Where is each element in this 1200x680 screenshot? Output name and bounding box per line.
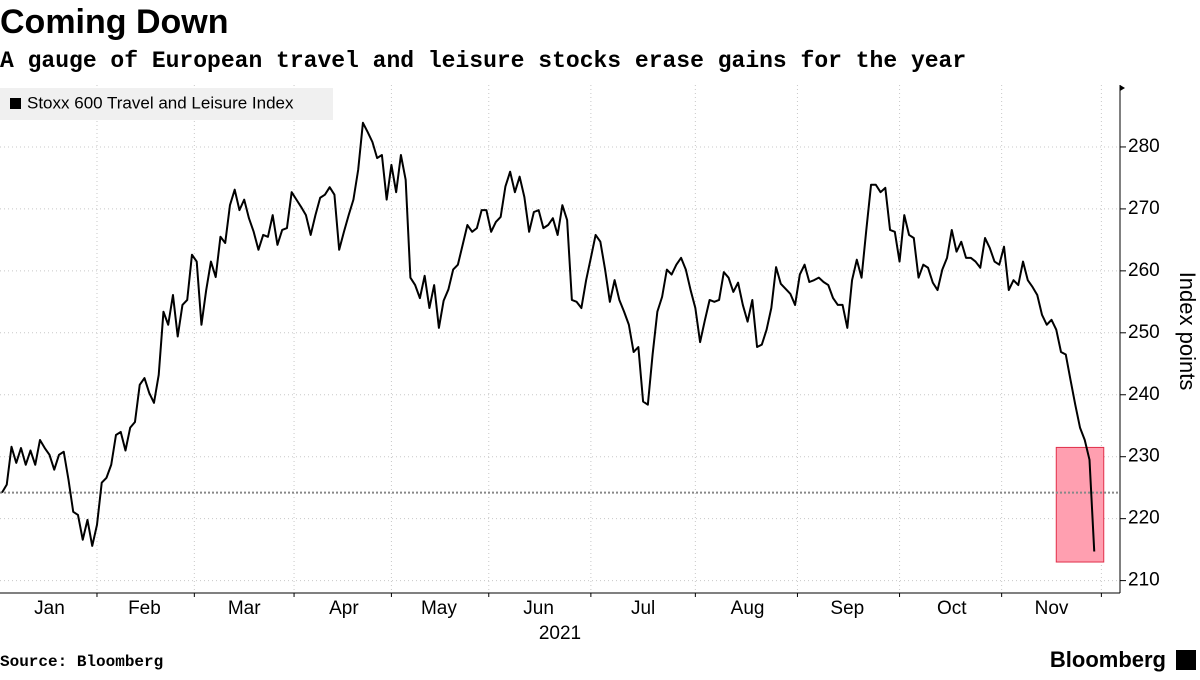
- y-tick-label: 210: [1128, 570, 1160, 591]
- y-tick-label: 220: [1128, 508, 1160, 529]
- line-series: [1, 121, 1096, 552]
- x-tick-label: Mar: [228, 598, 261, 619]
- x-tick-label: Feb: [128, 598, 161, 619]
- y-tick-label: 270: [1128, 198, 1160, 219]
- y-tick-label: 260: [1128, 260, 1160, 281]
- legend-swatch: [10, 98, 21, 109]
- highlight-box: [1055, 446, 1105, 563]
- brand-icon: [1176, 650, 1196, 670]
- brand: Bloomberg: [1050, 647, 1166, 672]
- x-tick-label: Oct: [937, 598, 967, 619]
- y-axis-label: Index points: [1175, 272, 1200, 391]
- y-tick-label: 240: [1128, 384, 1160, 405]
- y-tick-label: 250: [1128, 322, 1160, 343]
- y-tick-label: 230: [1128, 446, 1160, 467]
- legend-box: [0, 88, 333, 120]
- x-tick-label: Jul: [631, 598, 655, 619]
- x-tick-label: May: [421, 598, 457, 619]
- x-axis-label: 2021: [539, 623, 581, 644]
- chart-title: Coming Down: [0, 3, 229, 41]
- y-tick-label: 280: [1128, 136, 1160, 157]
- x-tick-label: Aug: [731, 598, 765, 619]
- chart-subtitle: A gauge of European travel and leisure s…: [0, 48, 966, 74]
- x-tick-label: Nov: [1035, 598, 1069, 619]
- x-tick-label: Jun: [523, 598, 554, 619]
- legend-label: Stoxx 600 Travel and Leisure Index: [27, 93, 294, 112]
- y-axis-arrow: [1120, 85, 1125, 91]
- source: Source: Bloomberg: [0, 653, 163, 671]
- x-tick-label: Jan: [34, 598, 65, 619]
- x-tick-label: Apr: [329, 598, 359, 619]
- x-tick-label: Sep: [830, 598, 864, 619]
